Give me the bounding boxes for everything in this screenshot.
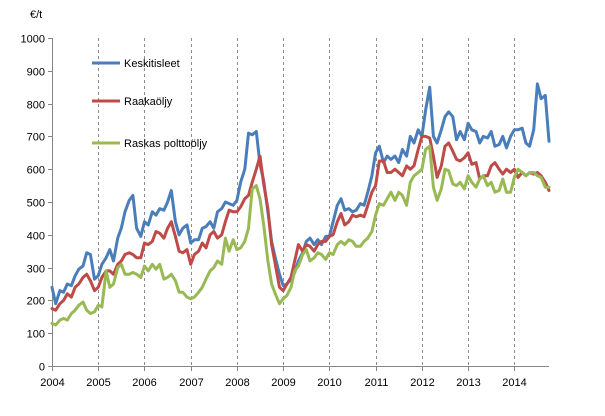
x-tick-label: 2006 [132, 377, 156, 389]
axes: €/t [30, 9, 549, 367]
x-tick-label: 2010 [317, 377, 341, 389]
x-axis-ticks: 2004 2005 2006 2007 2008 2009 2010 2011 2012 2013… [40, 366, 527, 389]
y-tick-label: 800 [27, 100, 45, 112]
y-tick-label: 0 [39, 362, 45, 374]
year-gridlines [98, 38, 515, 366]
x-tick-label: 2013 [456, 377, 480, 389]
x-tick-label: 2007 [179, 377, 203, 389]
y-axis-ticks: 0 100 200 300 400 500 600 700 800 900 1000 [21, 34, 52, 374]
legend: Keskitisleet Raakaöljy Raskas polttoöljy [92, 58, 208, 150]
y-tick-label: 900 [27, 67, 45, 79]
y-tick-label: 400 [27, 231, 45, 243]
x-tick-label: 2009 [271, 377, 295, 389]
x-tick-label: 2011 [365, 377, 389, 389]
legend-label-1: Keskitisleet [124, 58, 180, 70]
x-tick-label: 2012 [410, 377, 434, 389]
x-tick-label: 2014 [502, 377, 526, 389]
legend-label-3: Raskas polttoöljy [124, 138, 208, 150]
y-axis-unit-label: €/t [30, 9, 42, 21]
series-lines [50, 82, 551, 327]
x-tick-label: 2005 [86, 377, 110, 389]
y-tick-label: 100 [27, 329, 45, 341]
x-tick-label: 2008 [225, 377, 249, 389]
y-tick-label: 700 [27, 132, 45, 144]
y-tick-label: 200 [27, 296, 45, 308]
series-line-2 [50, 134, 551, 312]
y-tick-label: 300 [27, 264, 45, 276]
series-line-1 [50, 82, 551, 306]
x-tick-label: 2004 [40, 377, 64, 389]
y-tick-label: 500 [27, 198, 45, 210]
legend-label-2: Raakaöljy [124, 96, 173, 108]
series-line-3 [50, 144, 551, 327]
y-tick-label: 1000 [21, 34, 45, 46]
y-tick-label: 600 [27, 165, 45, 177]
